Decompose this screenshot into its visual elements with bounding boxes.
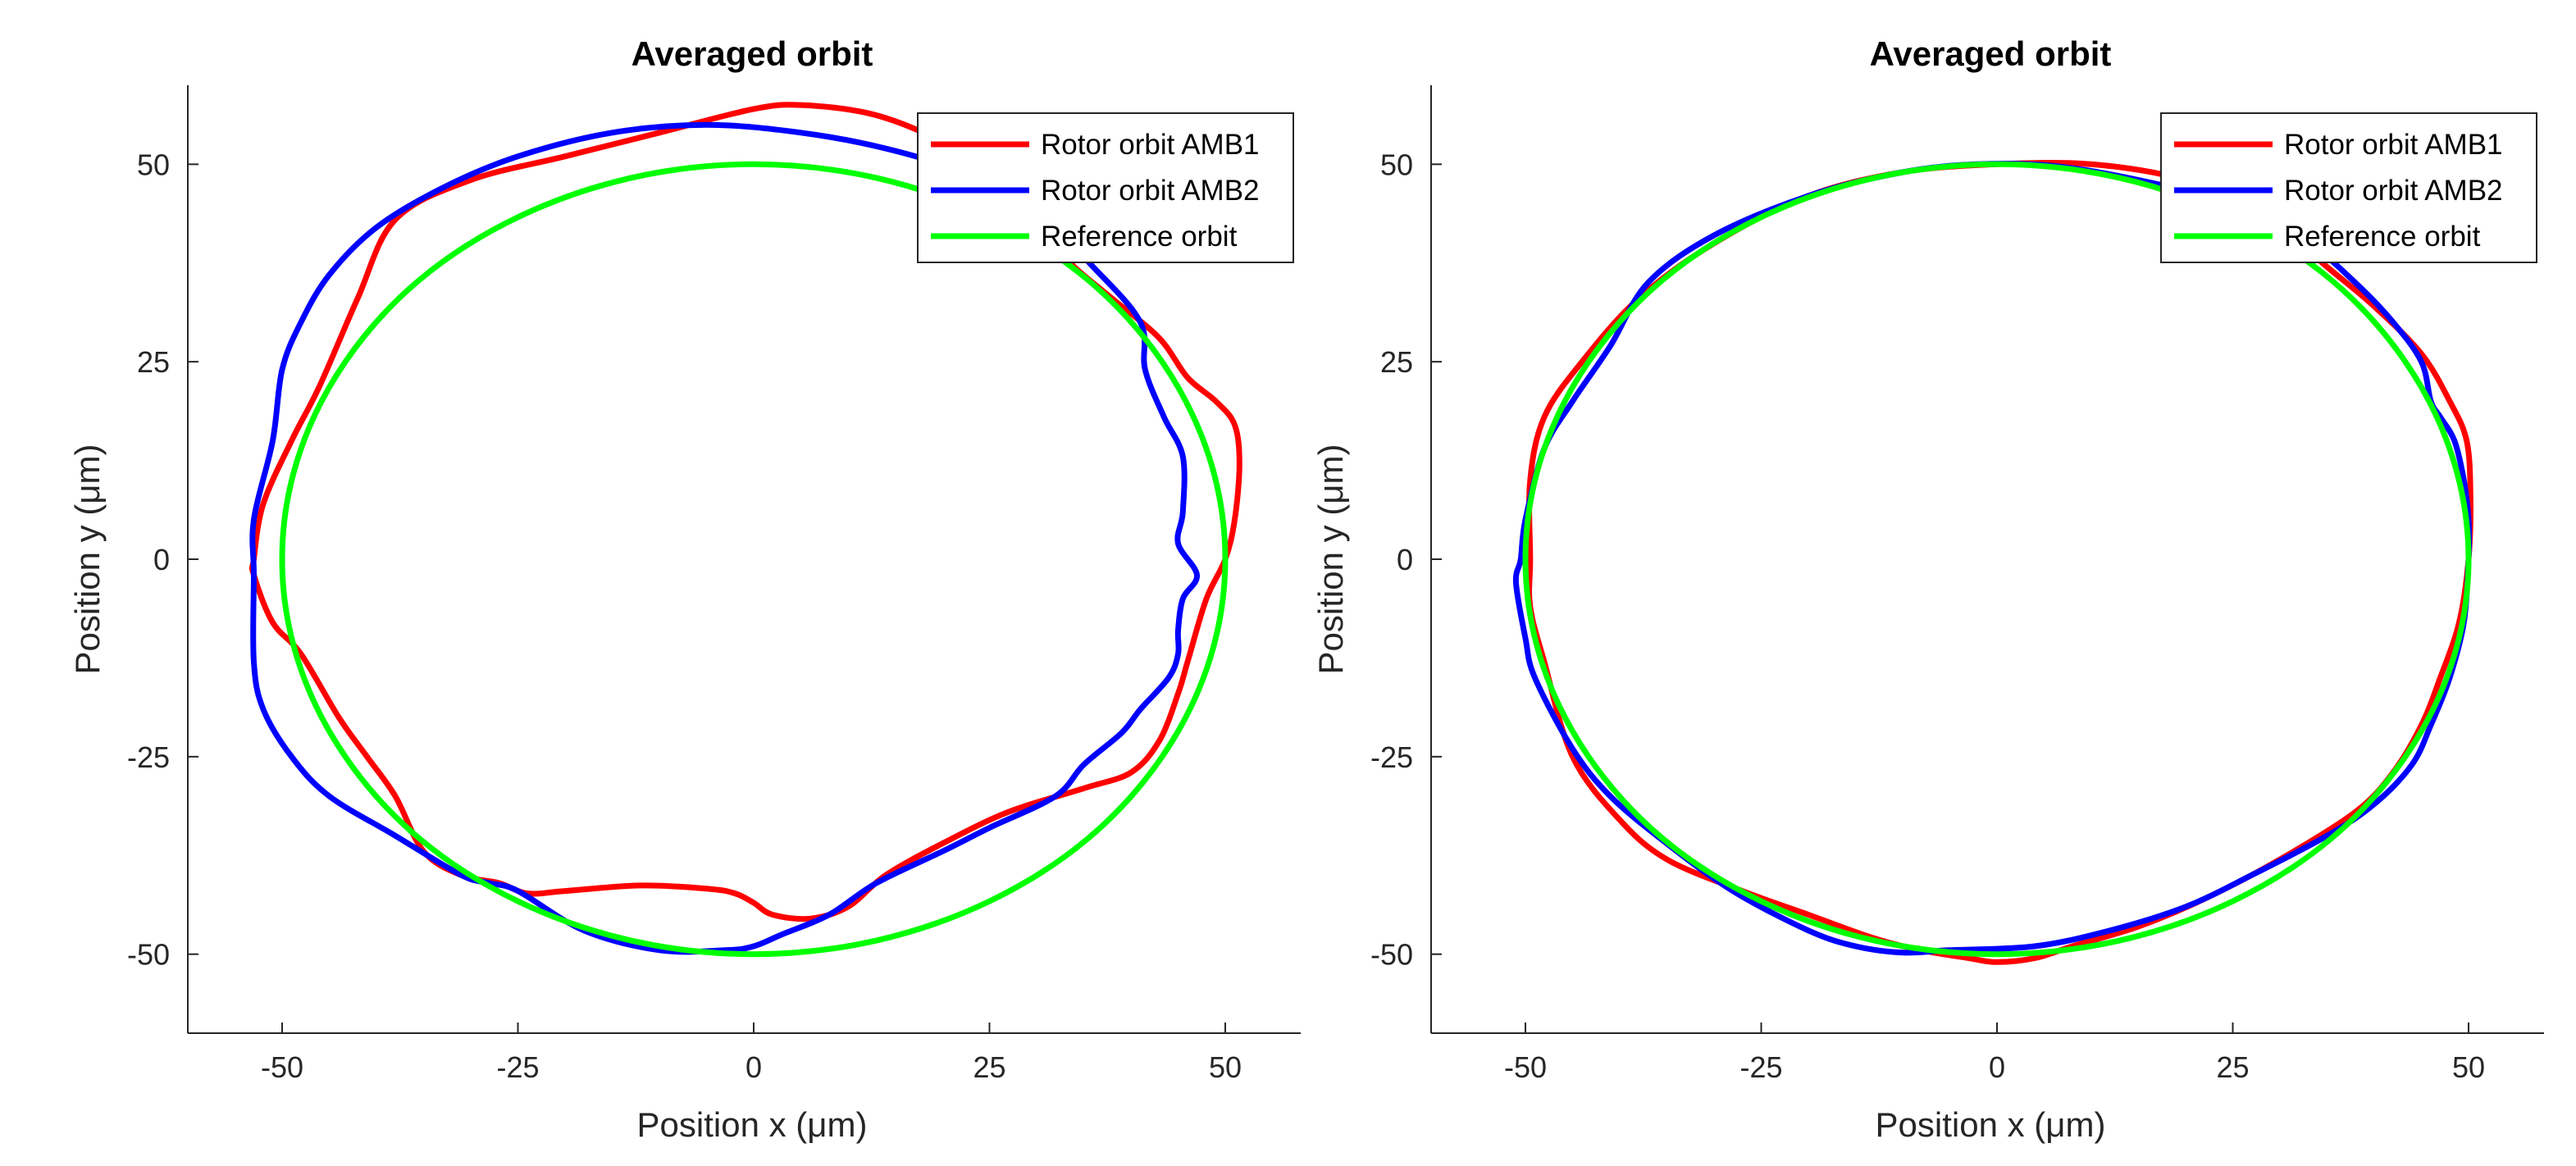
left-axis-ticks: -50 -25 0 25 50 -50 -25 0 25 50: [127, 148, 1242, 1084]
right-axis-ticks: -50 -25 0 25 50 -50 -25 0 25 50: [1370, 148, 2485, 1084]
right-x-tick-label: 0: [1989, 1050, 2005, 1084]
left-y-tick-label: 50: [137, 148, 170, 181]
left-y-tick-label: -25: [127, 740, 170, 774]
right-plot-title: Averaged orbit: [1870, 34, 2112, 73]
left-plot-title: Averaged orbit: [631, 34, 873, 73]
right-x-tick-label: -25: [1739, 1050, 1782, 1084]
right-orbit-plot: Averaged orbit -50 -25 0 25 50 -50 -25 0 25 50 Po…: [1311, 34, 2544, 1144]
left-x-axis-label: Position x (μm): [637, 1105, 868, 1144]
left-y-axis-label: Position y (μm): [68, 444, 107, 675]
right-y-tick-label: 25: [1380, 345, 1413, 379]
left-x-tick-label: -50: [261, 1050, 303, 1084]
right-legend: Rotor orbit AMB1 Rotor orbit AMB2 Refere…: [2160, 112, 2537, 263]
right-x-tick-label: -50: [1504, 1050, 1547, 1084]
right-y-tick-label: 0: [1397, 543, 1413, 576]
left-x-tick-label: 0: [745, 1050, 762, 1084]
left-legend-label-amb1: Rotor orbit AMB1: [1041, 129, 1260, 161]
left-y-tick-label: 25: [137, 345, 170, 379]
left-legend: Rotor orbit AMB1 Rotor orbit AMB2 Refere…: [917, 112, 1294, 263]
right-y-tick-label: -50: [1370, 938, 1413, 972]
left-orbit-plot: Averaged orbit -50 -25 0 25 50 -50 -25 0 25 50 Po…: [68, 34, 1301, 1144]
right-legend-label-reference: Reference orbit: [2284, 221, 2481, 253]
left-legend-label-amb2: Rotor orbit AMB2: [1041, 175, 1260, 207]
right-x-tick-label: 50: [2452, 1050, 2485, 1084]
right-x-axis-label: Position x (μm): [1876, 1105, 2106, 1144]
right-y-tick-label: 50: [1380, 148, 1413, 181]
right-y-tick-label: -25: [1370, 740, 1413, 774]
right-legend-label-amb2: Rotor orbit AMB2: [2284, 175, 2503, 207]
left-y-tick-label: 0: [153, 543, 170, 576]
left-legend-label-reference: Reference orbit: [1041, 221, 1238, 253]
left-x-tick-label: 25: [973, 1050, 1005, 1084]
right-legend-label-amb1: Rotor orbit AMB1: [2284, 129, 2503, 161]
left-x-tick-label: 50: [1209, 1050, 1242, 1084]
left-x-tick-label: -25: [496, 1050, 539, 1084]
right-y-axis-label: Position y (μm): [1311, 444, 1350, 675]
left-y-tick-label: -50: [127, 938, 170, 972]
right-x-tick-label: 25: [2216, 1050, 2249, 1084]
left-series-amb2-line: [249, 121, 1200, 955]
